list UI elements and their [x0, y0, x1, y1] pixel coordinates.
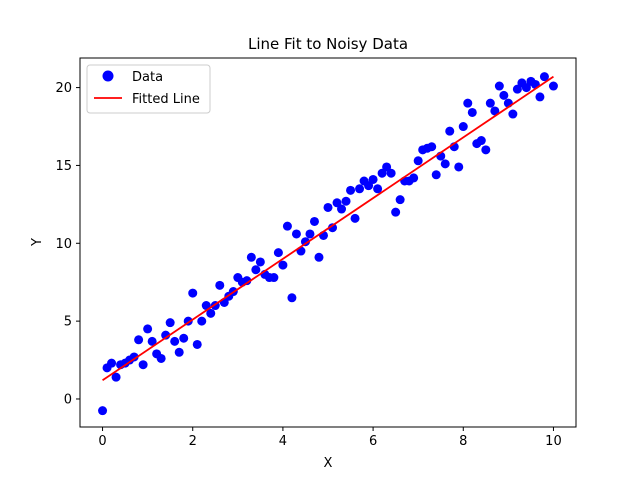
data-point	[134, 335, 144, 345]
y-axis-label: Y	[30, 238, 45, 247]
x-tick-label: 4	[279, 434, 287, 449]
data-point	[512, 84, 522, 94]
y-tick-label: 0	[64, 392, 72, 407]
data-point	[521, 83, 531, 93]
data-point	[215, 280, 225, 290]
data-point	[143, 324, 153, 334]
data-point	[431, 170, 441, 180]
data-point	[147, 336, 157, 346]
data-point	[107, 358, 117, 368]
data-point	[494, 81, 504, 91]
fitted-line	[102, 75, 554, 382]
data-point	[499, 90, 509, 100]
y-tick-label: 10	[55, 237, 72, 252]
data-point	[535, 92, 545, 102]
data-point	[165, 318, 175, 328]
legend-box	[86, 64, 211, 114]
data-point	[269, 273, 279, 283]
legend-data-label: Data	[132, 70, 163, 85]
data-point	[548, 81, 558, 91]
data-point	[476, 136, 486, 146]
x-tick-label: 2	[189, 434, 197, 449]
data-point	[346, 185, 356, 195]
data-point	[539, 72, 549, 82]
data-point	[364, 181, 374, 191]
data-point	[174, 347, 184, 357]
data-point	[355, 184, 365, 194]
data-point	[179, 333, 189, 343]
x-tick-label: 10	[545, 434, 562, 449]
data-point	[129, 352, 139, 362]
y-tick-label: 15	[55, 159, 72, 174]
data-point	[490, 106, 500, 116]
data-point	[377, 168, 387, 178]
y-axis: 0 5 10 15 20	[55, 81, 80, 407]
data-point	[282, 221, 292, 231]
data-point	[481, 145, 491, 155]
data-point	[373, 184, 383, 194]
x-axis-label: X	[324, 456, 333, 471]
data-point	[161, 330, 171, 340]
data-point	[386, 168, 396, 178]
data-point	[273, 248, 283, 258]
data-point	[314, 252, 324, 262]
data-point	[440, 159, 450, 169]
data-point	[138, 360, 148, 370]
x-tick-label: 0	[98, 434, 106, 449]
data-point	[328, 223, 338, 233]
data-point	[305, 229, 315, 239]
data-point	[192, 339, 202, 349]
data-point	[111, 372, 121, 382]
chart-title: Line Fit to Noisy Data	[248, 35, 408, 53]
data-point	[341, 196, 351, 206]
data-point	[413, 156, 423, 166]
data-point	[251, 265, 261, 275]
data-point	[206, 308, 216, 318]
data-point	[197, 316, 207, 326]
data-point	[337, 204, 347, 214]
data-point	[445, 126, 455, 136]
y-tick-label: 20	[55, 81, 72, 96]
x-axis: 0 2 4 6 8 10	[98, 427, 562, 449]
data-point	[287, 293, 297, 303]
data-point	[242, 276, 252, 286]
data-point	[309, 216, 319, 226]
data-point	[427, 142, 437, 152]
data-point	[255, 257, 265, 267]
data-point	[485, 98, 495, 108]
legend-fitted-line-label: Fitted Line	[132, 92, 200, 107]
x-tick-label: 8	[459, 434, 467, 449]
data-point	[508, 109, 518, 119]
data-point	[391, 207, 401, 217]
data-point	[350, 213, 360, 223]
data-point	[246, 252, 256, 262]
data-point	[170, 336, 180, 346]
data-point	[458, 122, 468, 132]
legend: Data Fitted Line	[86, 64, 211, 114]
data-layer	[98, 72, 558, 416]
data-point	[323, 202, 333, 212]
data-point	[409, 173, 419, 183]
data-point	[278, 260, 288, 270]
data-point	[98, 406, 108, 416]
data-point	[463, 98, 473, 108]
data-point	[395, 195, 405, 205]
data-point	[201, 301, 211, 311]
data-point	[300, 237, 310, 247]
data-point	[291, 229, 301, 239]
data-point	[382, 162, 392, 172]
data-point	[332, 198, 342, 208]
data-point	[368, 174, 378, 184]
data-point	[156, 353, 166, 363]
legend-data-marker-icon	[102, 70, 114, 82]
data-point	[467, 107, 477, 117]
y-tick-label: 5	[64, 315, 72, 330]
plot-frame	[79, 57, 577, 428]
x-tick-label: 6	[369, 434, 377, 449]
data-point	[454, 162, 464, 172]
data-point	[188, 288, 198, 298]
